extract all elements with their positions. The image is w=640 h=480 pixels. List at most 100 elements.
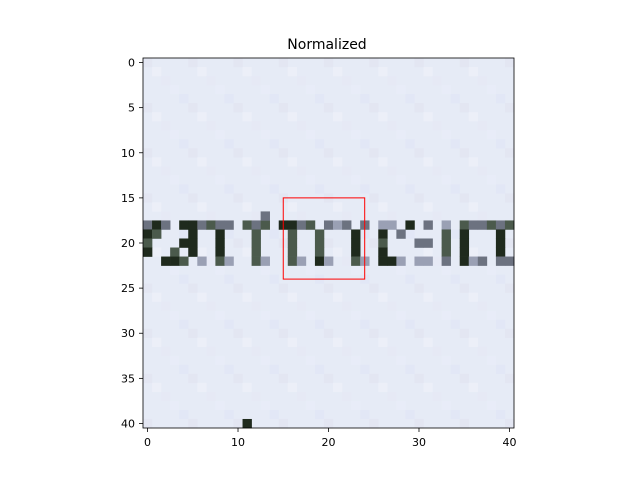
noise-pixel — [143, 193, 153, 203]
noise-pixel — [459, 328, 469, 338]
glyph-pixel — [495, 238, 506, 248]
glyph-pixel — [495, 247, 506, 257]
noise-pixel — [468, 382, 479, 393]
noise-pixel — [396, 265, 406, 275]
noise-pixel — [224, 319, 234, 329]
noise-pixel — [369, 193, 379, 203]
noise-pixel — [143, 283, 153, 293]
noise-pixel — [441, 355, 451, 366]
noise-pixel — [351, 130, 361, 140]
glyph-pixel — [188, 229, 198, 239]
noise-pixel — [405, 364, 415, 375]
noise-pixel — [251, 166, 261, 176]
noise-pixel — [486, 355, 497, 366]
noise-pixel — [342, 121, 352, 131]
noise-pixel — [242, 247, 252, 257]
glyph-pixel — [468, 220, 479, 230]
noise-pixel — [251, 346, 261, 357]
noise-pixel — [468, 112, 479, 122]
noise-pixel — [342, 301, 352, 311]
noise-pixel — [423, 382, 433, 393]
noise-pixel — [287, 202, 298, 212]
glyph-pixel — [477, 220, 488, 230]
noise-pixel — [423, 292, 433, 302]
glyph-pixel — [251, 220, 261, 230]
glyph-pixel — [441, 229, 451, 239]
noise-pixel — [504, 193, 515, 203]
glyph-pixel — [495, 256, 506, 266]
glyph-pixel — [387, 256, 397, 266]
noise-pixel — [152, 67, 162, 77]
noise-pixel — [504, 58, 515, 68]
noise-pixel — [251, 211, 261, 221]
noise-pixel — [405, 229, 415, 239]
noise-pixel — [360, 184, 370, 194]
noise-pixel — [287, 157, 298, 167]
glyph-pixel — [296, 220, 307, 230]
noise-pixel — [342, 256, 352, 266]
glyph-pixel — [423, 220, 433, 230]
noise-pixel — [405, 94, 415, 104]
noise-pixel — [369, 373, 379, 384]
glyph-pixel — [161, 256, 171, 266]
noise-pixel — [278, 58, 288, 68]
glyph-pixel — [179, 238, 189, 248]
noise-pixel — [170, 355, 180, 366]
glyph-pixel — [305, 220, 316, 230]
noise-pixel — [179, 94, 189, 104]
noise-pixel — [396, 175, 406, 185]
noise-pixel — [260, 130, 270, 140]
glyph-pixel — [441, 247, 451, 257]
noise-pixel — [224, 364, 234, 375]
noise-pixel — [197, 202, 207, 212]
glyph-pixel — [477, 256, 488, 266]
glyph-pixel — [152, 229, 162, 239]
glyph-pixel — [215, 256, 225, 266]
glyph-pixel — [215, 247, 225, 257]
noise-pixel — [314, 364, 325, 375]
glyph-pixel — [224, 256, 234, 266]
noise-pixel — [179, 364, 189, 375]
glyph-pixel — [188, 238, 198, 248]
noise-pixel — [504, 238, 515, 248]
glyph-pixel — [486, 220, 497, 230]
noise-pixel — [233, 418, 243, 429]
noise-pixel — [405, 274, 415, 284]
noise-pixel — [342, 346, 352, 357]
noise-pixel — [333, 157, 343, 167]
noise-pixel — [305, 355, 316, 366]
noise-pixel — [351, 400, 361, 411]
noise-pixel — [477, 391, 488, 402]
noise-pixel — [468, 67, 479, 77]
glyph-pixel — [188, 247, 198, 257]
noise-pixel — [423, 247, 433, 257]
noise-pixel — [269, 139, 279, 149]
glyph-pixel — [378, 220, 388, 230]
noise-pixel — [143, 328, 153, 338]
noise-pixel — [206, 391, 216, 402]
glyph-pixel — [323, 256, 334, 266]
glyph-pixel — [378, 238, 388, 248]
figure-title: Normalized — [287, 37, 366, 53]
noise-pixel — [423, 202, 433, 212]
noise-pixel — [305, 400, 316, 411]
noise-pixel — [152, 112, 162, 122]
noise-pixel — [296, 166, 307, 176]
noise-pixel — [152, 337, 162, 347]
y-tick-label: 30 — [121, 327, 135, 340]
noise-pixel — [242, 112, 252, 122]
glyph-pixel — [504, 220, 515, 230]
noise-pixel — [296, 391, 307, 402]
noise-pixel — [251, 391, 261, 402]
noise-pixel — [477, 346, 488, 357]
glyph-pixel — [215, 238, 225, 248]
noise-pixel — [215, 265, 225, 275]
glyph-pixel — [314, 256, 325, 266]
x-tick-label: 30 — [412, 436, 426, 449]
noise-pixel — [323, 148, 334, 158]
glyph-pixel — [495, 220, 506, 230]
noise-pixel — [387, 121, 397, 131]
noise-pixel — [260, 310, 270, 320]
glyph-pixel — [143, 229, 153, 239]
